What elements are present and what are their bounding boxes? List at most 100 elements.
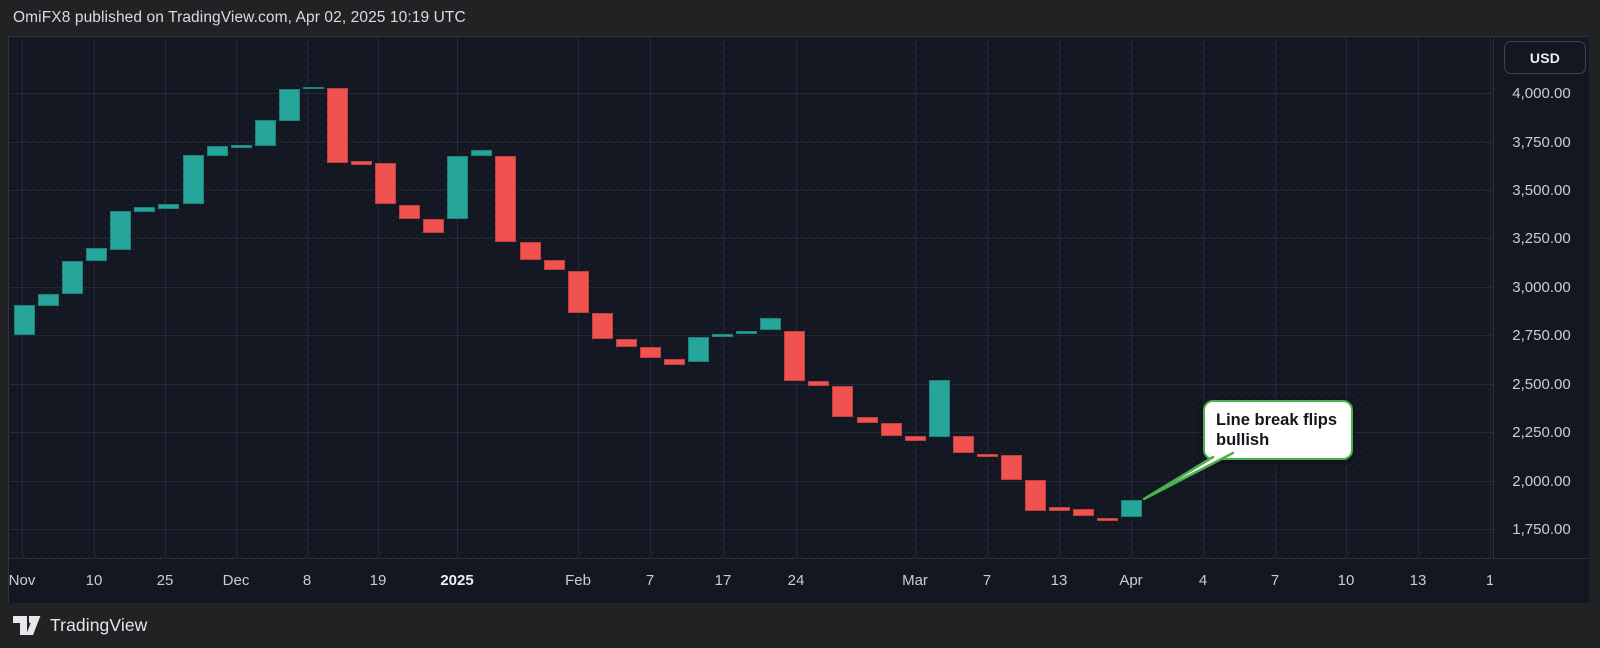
price-gridline — [9, 286, 1493, 288]
time-tick-label: 10 — [1337, 572, 1355, 589]
time-tick-label: 7 — [982, 572, 992, 589]
line-break-bar — [1073, 509, 1095, 517]
time-tick-label: 17 — [714, 572, 732, 589]
time-tick-label: Dec — [222, 572, 250, 589]
header-bar: OmiFX8 published on TradingView.com, Apr… — [0, 0, 1600, 36]
line-break-bar — [736, 330, 758, 334]
time-tick-label: 2025 — [440, 572, 474, 589]
line-break-bar — [399, 205, 421, 219]
line-break-bar — [110, 211, 132, 250]
time-gridline — [1131, 37, 1132, 558]
price-tick-label: 2,000.00 — [1512, 472, 1571, 490]
time-gridline — [94, 37, 95, 558]
line-break-bar — [326, 88, 348, 163]
price-gridline — [9, 141, 1493, 143]
time-tick-label: 13 — [1050, 572, 1068, 589]
annotation-callout: Line break flips bullish — [1203, 400, 1353, 460]
time-tick-label: Feb — [565, 572, 591, 589]
price-tick-label: 3,500.00 — [1512, 181, 1571, 199]
line-break-bar — [543, 259, 565, 271]
price-gridline — [9, 529, 1493, 531]
line-break-bar — [615, 339, 637, 347]
brand-name: TradingView — [50, 614, 148, 635]
time-gridline — [378, 37, 379, 558]
price-tick-label: 4,000.00 — [1512, 85, 1571, 102]
price-gridline — [9, 93, 1493, 94]
line-break-bar — [688, 337, 709, 362]
time-gridline — [1203, 37, 1204, 558]
line-break-bar — [808, 380, 830, 386]
line-break-bar — [375, 162, 397, 205]
line-break-bar — [591, 313, 613, 340]
time-gridline — [915, 37, 916, 558]
time-gridline — [650, 37, 651, 558]
tradingview-logo-icon — [13, 615, 41, 635]
line-break-bar — [928, 379, 950, 438]
line-break-bar — [134, 207, 156, 213]
annotation-callout-tail-icon — [1142, 451, 1235, 501]
price-axis[interactable]: USD 4,000.00 3,750.00 3,500.00 3,250.00 3,00… — [1493, 37, 1589, 558]
annotation-text: Line break flips bullish — [1216, 411, 1338, 450]
line-break-bar — [1000, 454, 1022, 480]
line-break-bar — [447, 156, 469, 219]
line-break-bar — [14, 305, 35, 336]
line-break-bar — [976, 453, 998, 457]
line-break-bar — [760, 317, 782, 331]
price-tick-label: 3,750.00 — [1512, 133, 1571, 151]
line-break-bar — [230, 145, 252, 148]
time-tick-label: 24 — [787, 572, 805, 589]
line-break-bar — [639, 346, 661, 359]
price-tick-label: 2,250.00 — [1512, 424, 1571, 442]
line-break-bar — [663, 358, 685, 365]
time-tick-label: 1 — [1485, 572, 1493, 589]
price-tick-label: 2,750.00 — [1512, 327, 1571, 345]
time-tick-label: Nov — [9, 572, 36, 589]
time-tick-label: 7 — [645, 572, 655, 589]
time-gridline — [1059, 37, 1060, 558]
line-break-bar — [1121, 500, 1143, 518]
price-gridline — [9, 480, 1493, 482]
line-break-bar — [495, 156, 517, 243]
footer-bar: TradingView — [0, 602, 1600, 648]
chart-frame: Line break flips bullish USD 4,000.00 3,7… — [8, 36, 1589, 603]
line-break-bar — [471, 150, 493, 156]
price-tick-label: 3,250.00 — [1512, 230, 1571, 248]
line-break-bar — [519, 242, 541, 260]
price-gridline — [9, 335, 1493, 337]
price-tick-label: 1,750.00 — [1512, 521, 1571, 539]
line-break-bar — [182, 155, 204, 205]
time-gridline — [1490, 37, 1491, 558]
line-break-bar — [856, 416, 878, 424]
time-gridline — [723, 37, 724, 558]
price-gridline — [9, 383, 1493, 385]
line-break-bar — [278, 88, 300, 122]
line-break-bar — [351, 160, 372, 165]
price-tick-label: 2,500.00 — [1512, 375, 1571, 393]
line-break-bar — [206, 146, 228, 156]
line-break-bar — [158, 203, 180, 210]
time-tick-label: 19 — [369, 572, 387, 589]
line-break-bar — [423, 219, 445, 233]
price-gridline — [9, 189, 1493, 191]
price-gridline — [9, 432, 1493, 434]
currency-button[interactable]: USD — [1504, 41, 1586, 74]
line-break-bar — [880, 423, 902, 437]
line-break-bar — [254, 120, 276, 147]
line-break-bar — [567, 271, 589, 313]
line-break-bar — [302, 86, 324, 90]
line-break-bar — [904, 436, 926, 441]
time-gridline — [796, 37, 797, 558]
time-gridline — [22, 37, 23, 558]
page-title: OmiFX8 published on TradingView.com, Apr… — [13, 9, 466, 26]
time-tick-label: 7 — [1270, 572, 1280, 589]
time-gridline — [457, 37, 458, 558]
line-break-bar — [1049, 507, 1070, 512]
time-tick-label: 4 — [1198, 572, 1208, 589]
plot-area[interactable]: Line break flips bullish — [9, 37, 1493, 558]
line-break-bar — [38, 293, 60, 307]
time-tick-label: 10 — [85, 572, 103, 589]
line-break-bar — [62, 260, 84, 294]
line-break-bar — [784, 331, 806, 381]
time-axis[interactable]: Nov 10 25 Dec 8 19 2025 Feb 7 17 24 Mar 7 13 Apr 4 7 10 13… — [9, 558, 1589, 603]
